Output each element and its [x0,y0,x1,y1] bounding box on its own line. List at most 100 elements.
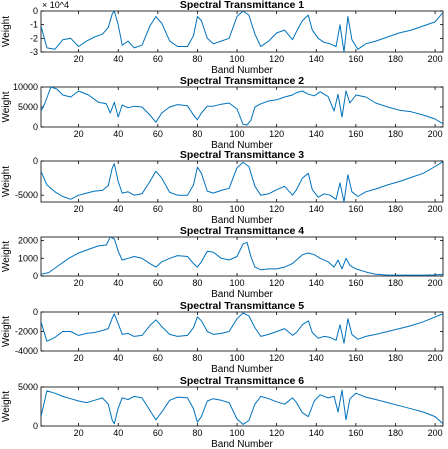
x-tick-label: 120 [269,278,284,288]
series-line [41,237,443,276]
subplot-title: Spectral Transmittance 2 [180,75,304,87]
y-tick-label: 0 [33,307,38,317]
y-axis-label: Weight [1,91,12,122]
subplot-title: Spectral Transmittance 3 [180,149,304,161]
x-tick-label: 200 [428,204,443,214]
y-tick-label: -2 [30,33,38,43]
subplot-4: Spectral Transmittance 4 20 40 60 80 100 120 14… [1,225,444,300]
y-tick-label: 0 [33,156,38,166]
x-tick-label: 40 [113,129,123,139]
axes-frame [40,160,444,203]
x-tick-label: 160 [348,204,363,214]
x-tick-label: 60 [153,278,163,288]
x-tick-label: 180 [388,353,403,363]
x-tick-label: 60 [153,353,163,363]
x-tick-label: 100 [230,353,245,363]
x-tick-label: 40 [113,278,123,288]
x-axis-label: Band Number [211,215,273,226]
x-tick-label: 180 [388,278,403,288]
y-axis-label: Weight [1,16,12,47]
x-axis-label: Band Number [211,439,273,449]
x-tick-label: 20 [74,129,84,139]
y-axis-label: Weight [1,391,12,422]
x-tick-label: 180 [388,204,403,214]
x-tick-label: 100 [230,54,245,64]
x-tick-label: 100 [230,278,245,288]
series-line [41,161,443,202]
series-line [41,312,443,344]
y-tick-label: -3 [30,47,38,57]
y-tick-label: -5000 [15,190,38,200]
subplot-6: Spectral Transmittance 6 20 40 60 80 100 120 14… [1,375,444,449]
series-line [41,11,443,52]
y-tick-label: -4000 [15,346,38,356]
x-tick-label: 40 [113,428,123,438]
x-tick-label: 60 [153,204,163,214]
x-tick-label: 200 [428,353,443,363]
x-tick-label: 160 [348,278,363,288]
y-tick-label: 0 [33,6,38,16]
x-tick-label: 120 [269,129,284,139]
series-line [41,87,443,126]
y-tick-label: 1000 [18,253,38,263]
x-tick-label: 40 [113,353,123,363]
x-tick-label: 20 [74,54,84,64]
x-tick-label: 140 [309,204,324,214]
subplot-2: Spectral Transmittance 2 20 40 60 80 100 120 14… [1,75,444,151]
x-tick-label: 60 [153,54,163,64]
x-tick-label: 40 [113,54,123,64]
axes-frame [40,236,444,277]
axes-frame [40,386,444,427]
x-tick-label: 200 [428,428,443,438]
y-tick-label: 5000 [18,382,38,392]
y-exponent-label: × 10^4 [42,0,69,10]
x-tick-label: 140 [309,278,324,288]
x-axis-label: Band Number [211,65,273,76]
y-tick-label: 0 [33,122,38,132]
x-tick-label: 200 [428,129,443,139]
x-tick-label: 80 [192,353,202,363]
x-tick-label: 80 [192,278,202,288]
x-tick-label: 80 [192,428,202,438]
x-tick-label: 80 [192,129,202,139]
subplot-title: Spectral Transmittance 6 [180,375,304,387]
x-tick-label: 60 [153,129,163,139]
x-tick-label: 120 [269,353,284,363]
x-axis-label: Band Number [211,140,273,151]
x-tick-label: 160 [348,428,363,438]
y-tick-label: -2000 [15,327,38,337]
subplot-3: Spectral Transmittance 3 20 40 60 80 100 120 14… [1,149,444,226]
x-tick-label: 200 [428,54,443,64]
subplot-title: Spectral Transmittance 4 [180,225,304,237]
x-tick-label: 80 [192,54,202,64]
x-tick-label: 160 [348,54,363,64]
subplot-1: Spectral Transmittance 1 × 10^4 20 40 60 80 10… [1,0,444,76]
x-tick-label: 20 [74,278,84,288]
y-tick-label: 10000 [13,82,38,92]
x-tick-label: 180 [388,129,403,139]
y-tick-label: 0 [33,271,38,281]
x-tick-label: 20 [74,353,84,363]
x-tick-label: 100 [230,129,245,139]
axes-frame [40,10,444,53]
x-tick-label: 120 [269,428,284,438]
x-tick-label: 200 [428,278,443,288]
x-axis-label: Band Number [211,289,273,300]
x-tick-label: 20 [74,204,84,214]
x-tick-label: 180 [388,428,403,438]
x-tick-label: 140 [309,129,324,139]
x-tick-label: 120 [269,204,284,214]
subplot-title: Spectral Transmittance 5 [180,300,304,312]
x-tick-label: 80 [192,204,202,214]
y-tick-label: 5000 [18,102,38,112]
x-tick-label: 20 [74,428,84,438]
x-tick-label: 60 [153,428,163,438]
y-axis-label: Weight [1,316,12,347]
x-axis-label: Band Number [211,364,273,375]
y-tick-label: 2000 [18,236,38,246]
subplot-title: Spectral Transmittance 1 [180,0,304,11]
axes-frame [40,311,444,352]
x-tick-label: 100 [230,428,245,438]
x-tick-label: 160 [348,353,363,363]
